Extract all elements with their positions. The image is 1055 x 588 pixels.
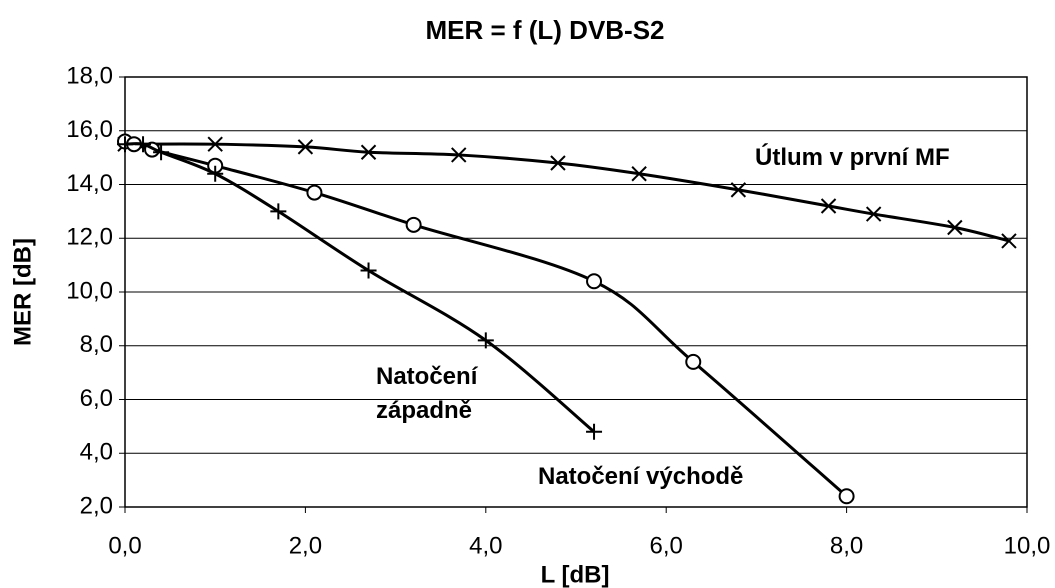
marker bbox=[360, 262, 377, 279]
marker bbox=[477, 332, 494, 349]
x-tick-label: 6,0 bbox=[650, 532, 683, 559]
marker bbox=[865, 206, 882, 222]
x-tick-label: 4,0 bbox=[469, 532, 502, 559]
marker bbox=[270, 203, 287, 220]
series-label: Natočení západně bbox=[376, 363, 478, 424]
y-tick-label: 14,0 bbox=[66, 170, 113, 197]
marker bbox=[306, 184, 323, 201]
marker bbox=[451, 147, 467, 163]
x-tick-label: 8,0 bbox=[830, 532, 863, 559]
y-tick-label: 18,0 bbox=[66, 62, 113, 89]
marker bbox=[153, 144, 170, 161]
y-tick-label: 12,0 bbox=[66, 224, 113, 251]
trend-line bbox=[124, 142, 596, 433]
y-tick-label: 16,0 bbox=[66, 116, 113, 143]
marker bbox=[586, 423, 603, 440]
y-tick-label: 2,0 bbox=[80, 492, 113, 519]
marker bbox=[1001, 233, 1017, 249]
marker bbox=[730, 182, 747, 198]
marker bbox=[550, 155, 566, 171]
marker bbox=[207, 165, 224, 182]
y-tick-label: 10,0 bbox=[66, 277, 113, 304]
marker bbox=[207, 136, 223, 152]
y-tick-label: 6,0 bbox=[80, 385, 113, 412]
marker bbox=[297, 139, 314, 155]
marker bbox=[405, 216, 422, 233]
y-tick-label: 8,0 bbox=[80, 331, 113, 358]
marker bbox=[631, 166, 647, 182]
marker bbox=[947, 219, 963, 236]
x-axis-label: L [dB] bbox=[541, 561, 610, 588]
x-tick-label: 2,0 bbox=[289, 532, 322, 559]
plot-frame bbox=[124, 76, 1028, 508]
y-tick-label: 4,0 bbox=[80, 439, 113, 466]
marker bbox=[117, 136, 133, 153]
marker bbox=[685, 353, 702, 370]
marker bbox=[838, 488, 855, 505]
marker bbox=[586, 273, 603, 290]
series-label: Útlum v první MF bbox=[755, 144, 950, 171]
marker bbox=[135, 136, 152, 153]
marker bbox=[820, 198, 837, 214]
x-tick-label: 0,0 bbox=[108, 532, 141, 559]
chart-title: MER = f (L) DVB-S2 bbox=[425, 15, 664, 45]
series-label: Natočení východě bbox=[538, 463, 744, 490]
marker bbox=[360, 144, 377, 160]
x-tick-label: 10,0 bbox=[1004, 532, 1051, 559]
trend-line bbox=[124, 140, 848, 498]
y-axis-label: MER [dB] bbox=[9, 238, 36, 346]
